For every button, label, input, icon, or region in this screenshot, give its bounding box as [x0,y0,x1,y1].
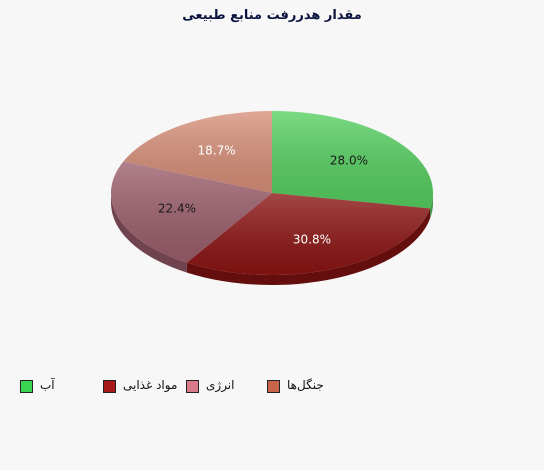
pie-side-energy [110,193,187,273]
legend-item-food: مواد غذایی [103,378,193,396]
pie-slice-shading-water [272,111,433,209]
legend-label-food: مواد غذایی [123,378,178,392]
legend-swatch-forests [267,380,280,393]
pie-slice-shading-forests [123,111,273,193]
slice-value-label-water: 28.0% [330,154,368,168]
legend-label-water: آب [40,378,55,392]
slice-value-label-forests: 18.7% [198,144,236,158]
slice-value-label-energy: 22.4% [158,201,196,215]
legend-item-energy: انرژی [186,378,266,396]
legend-label-energy: انرژی [206,378,235,392]
legend-swatch-water [20,380,33,393]
pie-slice-shading-energy [110,161,272,263]
legend-swatch-energy [186,380,199,393]
legend-item-forests: جنگل‌ها [267,378,357,396]
pie-side-food [186,208,431,285]
legend-label-forests: جنگل‌ها [287,378,324,392]
pie-slice-shading-food [186,193,431,275]
legend-item-water: آب [20,378,100,396]
slice-value-label-food: 30.8% [293,233,331,247]
legend-swatch-food [103,380,116,393]
chart-title: مقدار هدررفت منابع طبیعی [182,8,362,23]
pie-side-water [430,193,434,219]
